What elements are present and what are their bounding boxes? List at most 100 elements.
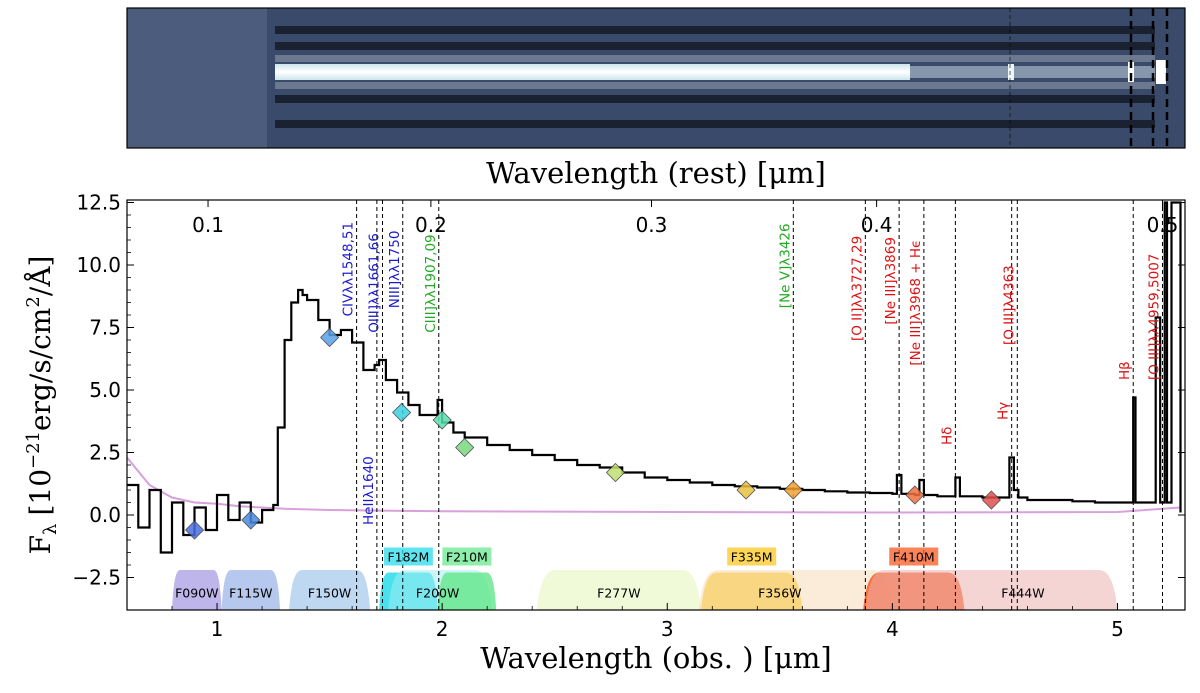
filter-label-box-f210m bbox=[442, 547, 492, 566]
x-tick-label: 2 bbox=[436, 617, 449, 641]
filter-label-box-f182m bbox=[383, 547, 433, 566]
y-tick-label: 12.5 bbox=[76, 191, 121, 215]
filter-label-f090w: F090W bbox=[175, 586, 218, 601]
filter-curve-f150w bbox=[289, 570, 371, 610]
filter-label-f356w: F356W bbox=[758, 586, 801, 601]
spectrum-2d-panel: Wavelength (rest) [μm] bbox=[126, 7, 1186, 190]
error-spectrum-line bbox=[127, 456, 1181, 514]
line-label-h: Hβ bbox=[1117, 361, 1133, 380]
filter-labels: F090W F115W F150W F182M F200W F210M F277W F335M… bbox=[175, 547, 1045, 601]
rest-tick-label-0-5: 0.5 bbox=[1147, 213, 1179, 237]
spectrum-2d-emission-blob-3 bbox=[1156, 60, 1166, 84]
spectrum-2d-bright-trace bbox=[275, 64, 910, 80]
y-axis-label-exp1: −21 bbox=[23, 431, 44, 469]
filter-curve-f090w bbox=[172, 570, 222, 610]
filter-label-f210m: F210M bbox=[446, 550, 488, 565]
filter-label-box-f410m bbox=[889, 547, 939, 566]
filter-curve-f115w bbox=[221, 570, 281, 610]
x-axis-ticks: 1 2 3 4 5 bbox=[171, 603, 1163, 641]
plot-frame bbox=[126, 199, 1186, 611]
photometry-point bbox=[184, 520, 205, 540]
photometry-point bbox=[432, 410, 452, 430]
emission-line-labels: CIVλλ1548,51 HeIIλ1640 OIII]λλ1661,66 NIII]… bbox=[341, 222, 1163, 525]
line-label-ciii-1907-09: CIII]λλ1907,09 bbox=[423, 234, 439, 332]
x-tick-label: 3 bbox=[661, 617, 674, 641]
rest-tick-label-0-2: 0.2 bbox=[415, 213, 447, 237]
filter-label-box-f335m bbox=[727, 547, 777, 566]
spectrum-2d-noise-band bbox=[127, 8, 267, 148]
spectrum-2d-x-label: Wavelength (rest) [μm] bbox=[486, 156, 826, 190]
line-label-h: Hγ bbox=[996, 402, 1012, 420]
y-axis-label-sub: λ bbox=[40, 524, 61, 535]
y-axis-label-open: [10 bbox=[24, 469, 57, 516]
line-label-civ-1548-51: CIVλλ1548,51 bbox=[341, 222, 357, 316]
photometry-point bbox=[320, 327, 340, 348]
line-label-ne-iii-3869: [Ne III]λ3869 bbox=[883, 237, 899, 325]
line-label-niii-1750: NIII]λλ1750 bbox=[387, 231, 403, 309]
photometry-point bbox=[905, 485, 925, 505]
spectrum-1d-panel: CIVλλ1548,51 HeIIλ1640 OIII]λλ1661,66 NIII]… bbox=[23, 191, 1186, 675]
rest-tick-label-0-3: 0.3 bbox=[636, 213, 668, 237]
filter-curve-f210m bbox=[437, 572, 497, 610]
x-tick-label: 5 bbox=[1111, 617, 1124, 641]
y-axis-label: Fλ [10−21erg/s/cm2/Å] bbox=[23, 256, 61, 555]
line-label-oiii-1661-66: OIII]λλ1661,66 bbox=[366, 233, 382, 333]
photometry-point bbox=[605, 462, 626, 483]
spectrum-2d-dark-trace-bottom-2 bbox=[275, 120, 1155, 128]
filter-label-f115w: F115W bbox=[229, 586, 272, 601]
rest-tick-label-0-4: 0.4 bbox=[861, 213, 893, 237]
y-tick-label: 10.0 bbox=[76, 253, 121, 277]
line-label-o-iii-4959-5007: [O III]λλ4959,5007 bbox=[1146, 254, 1162, 380]
spectrum-2d-emission-blob-1 bbox=[1008, 64, 1014, 80]
y-axis-label-tail: /Å] bbox=[24, 256, 57, 297]
filter-label-f277w: F277W bbox=[597, 586, 640, 601]
line-label-o-iii-4363: [O III]λ4363 bbox=[1001, 265, 1017, 345]
spectrum-2d-dark-trace-top-2 bbox=[275, 42, 1155, 50]
y-tick-label: 0.0 bbox=[89, 503, 121, 527]
line-label-o-ii-3727-29: [O II]λλ3727,29 bbox=[849, 236, 865, 341]
filter-label-f410m: F410M bbox=[893, 550, 935, 565]
line-label-h: Hδ bbox=[939, 427, 955, 445]
spectrum-2d-faint-trace bbox=[910, 66, 1155, 78]
photometry-point bbox=[981, 490, 1001, 510]
filter-label-f150w: F150W bbox=[308, 586, 351, 601]
spectrum-2d-dark-trace-top-1 bbox=[275, 26, 1155, 34]
rest-tick-label-0-1: 0.1 bbox=[192, 213, 224, 237]
photometry-points bbox=[184, 327, 1001, 540]
photometry-point bbox=[455, 437, 475, 458]
rest-wavelength-ticks: 0.1 0.2 0.3 0.4 0.5 bbox=[192, 200, 1178, 237]
photometry-point bbox=[783, 480, 803, 500]
y-axis-label-unit: erg/s/cm bbox=[24, 308, 57, 431]
filter-curve-f356w bbox=[698, 570, 893, 610]
line-label-ne-iii-3968-h: [Ne III]λ3968 + Hϵ bbox=[908, 240, 924, 366]
filter-curve-f444w bbox=[865, 570, 1118, 610]
spectrum-2d-emission-blob-2 bbox=[1128, 62, 1134, 82]
photometry-point bbox=[241, 510, 261, 530]
spectrum-trace bbox=[127, 201, 1182, 554]
x-tick-label: 1 bbox=[211, 617, 224, 641]
y-tick-label: 7.5 bbox=[89, 316, 121, 340]
filter-label-f200w: F200W bbox=[416, 586, 459, 601]
x-axis-label: Wavelength (obs. ) [μm] bbox=[480, 641, 832, 675]
filter-label-f182m: F182M bbox=[387, 550, 429, 565]
filter-curves bbox=[172, 570, 1118, 610]
spectrum-line bbox=[127, 201, 1182, 554]
y-axis-ticks: −2.5 0.0 2.5 5.0 7.5 10.0 12.5 bbox=[72, 191, 1185, 590]
filter-curve-f277w bbox=[536, 570, 702, 610]
spectrum-2d-dark-trace-bottom-1 bbox=[275, 95, 1155, 103]
y-axis-label-prefix: F bbox=[24, 535, 57, 554]
y-tick-label: 2.5 bbox=[89, 441, 121, 465]
line-label-heii-1640: HeIIλ1640 bbox=[361, 456, 377, 525]
photometry-point bbox=[392, 402, 412, 423]
spectrum-2d-gray-trace-bottom bbox=[275, 82, 1155, 89]
y-tick-label: 5.0 bbox=[89, 378, 121, 402]
y-tick-label: −2.5 bbox=[72, 566, 121, 590]
y-axis-label-exp2: 2 bbox=[23, 296, 44, 307]
error-spectrum bbox=[127, 456, 1181, 514]
spectrum-2d-gray-trace-top bbox=[275, 55, 1155, 62]
x-tick-label: 4 bbox=[886, 617, 899, 641]
photometry-point bbox=[736, 480, 756, 500]
filter-label-f335m: F335M bbox=[731, 550, 773, 565]
filter-label-f444w: F444W bbox=[1001, 586, 1044, 601]
